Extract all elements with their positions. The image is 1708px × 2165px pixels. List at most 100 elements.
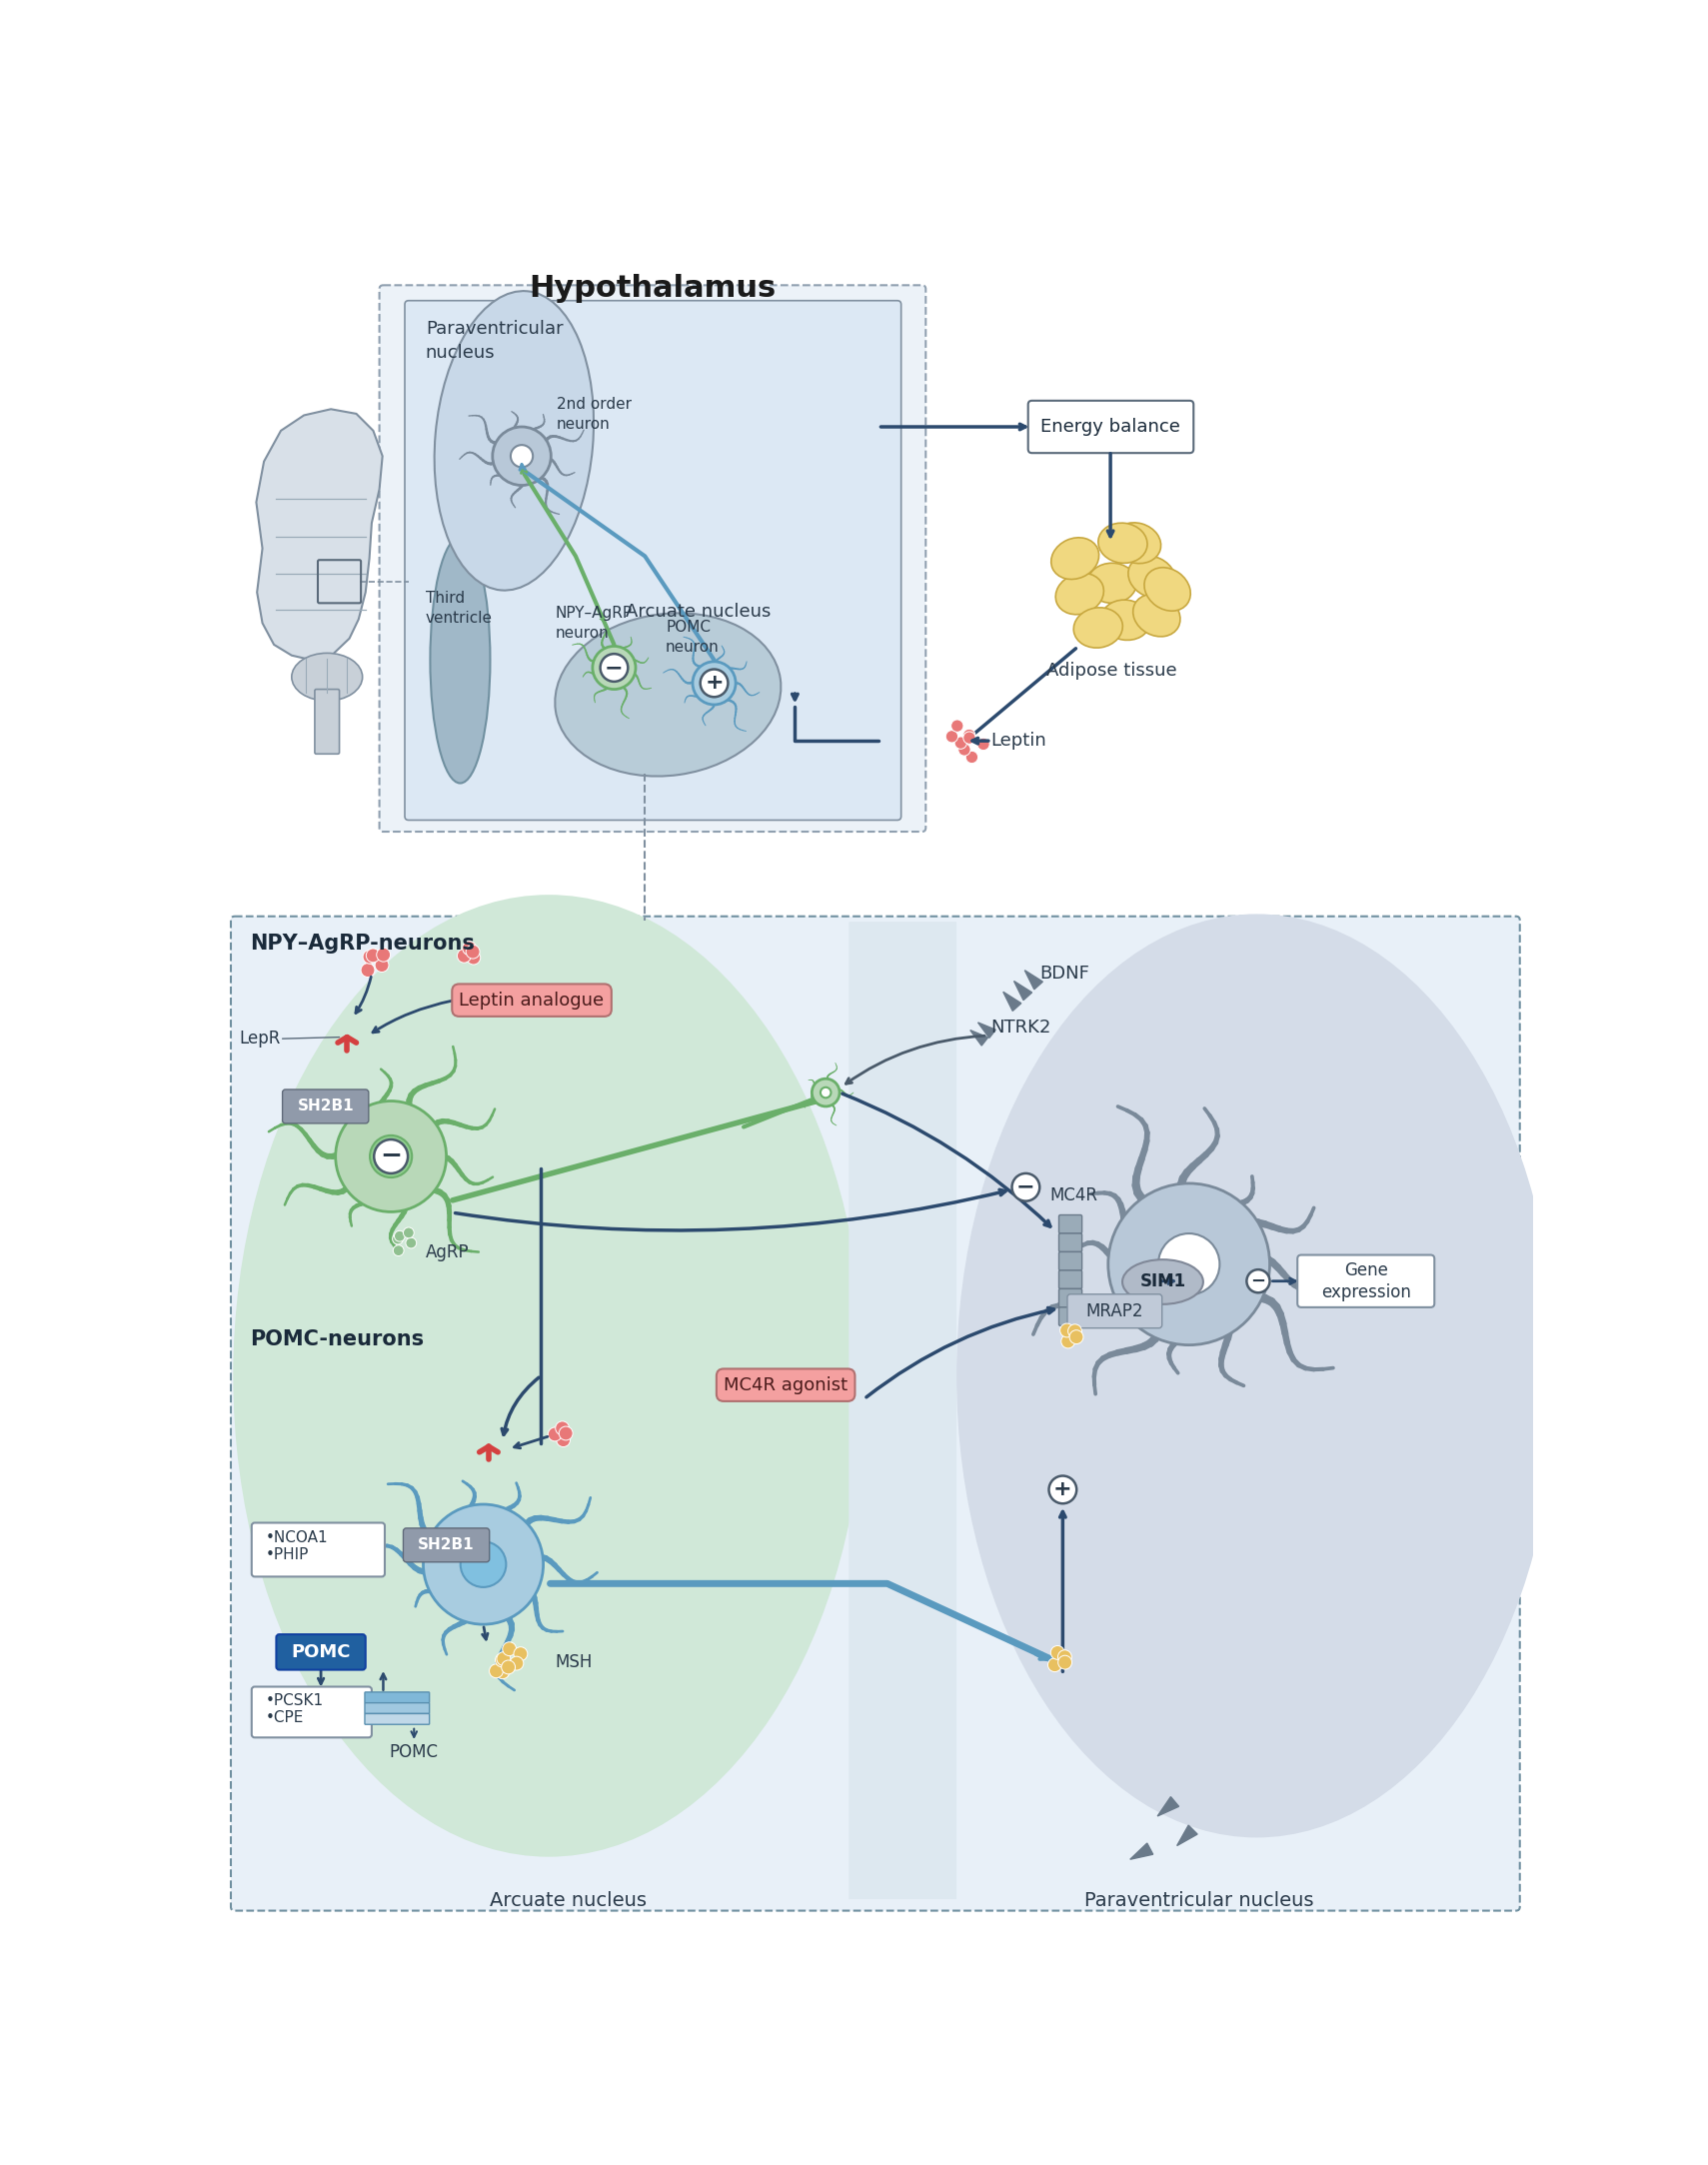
Polygon shape xyxy=(1158,1797,1179,1816)
Ellipse shape xyxy=(1132,593,1180,637)
Ellipse shape xyxy=(956,914,1556,1838)
Circle shape xyxy=(403,1228,413,1238)
Circle shape xyxy=(393,1245,403,1256)
Circle shape xyxy=(497,1652,511,1665)
Text: POMC-neurons: POMC-neurons xyxy=(249,1329,424,1349)
Circle shape xyxy=(509,1656,524,1669)
Circle shape xyxy=(548,1427,562,1442)
Circle shape xyxy=(374,1139,408,1173)
Text: Adipose tissue: Adipose tissue xyxy=(1047,662,1177,680)
Text: Arcuate nucleus: Arcuate nucleus xyxy=(490,1892,646,1910)
Text: −: − xyxy=(1016,1178,1035,1197)
Text: Paraventricular
nucleus: Paraventricular nucleus xyxy=(425,320,564,362)
Polygon shape xyxy=(1131,1842,1153,1860)
FancyBboxPatch shape xyxy=(1059,1271,1081,1288)
Text: Hypothalamus: Hypothalamus xyxy=(529,273,775,303)
Text: Leptin: Leptin xyxy=(991,732,1047,749)
Ellipse shape xyxy=(1122,1260,1202,1303)
Polygon shape xyxy=(979,1022,996,1037)
Text: NPY–AgRP-neurons: NPY–AgRP-neurons xyxy=(249,933,475,953)
Circle shape xyxy=(461,1541,506,1587)
Circle shape xyxy=(600,654,629,682)
Text: NPY–AgRP
neuron: NPY–AgRP neuron xyxy=(555,606,632,641)
Text: Leptin analogue: Leptin analogue xyxy=(459,992,605,1009)
Polygon shape xyxy=(1015,981,1032,1000)
Ellipse shape xyxy=(555,613,781,777)
FancyBboxPatch shape xyxy=(366,1693,429,1704)
FancyBboxPatch shape xyxy=(1068,1295,1161,1327)
Ellipse shape xyxy=(292,654,362,701)
Circle shape xyxy=(1061,1323,1074,1338)
Circle shape xyxy=(555,1420,569,1435)
Circle shape xyxy=(946,730,958,743)
Circle shape xyxy=(1158,1234,1220,1295)
Ellipse shape xyxy=(1098,524,1148,563)
FancyBboxPatch shape xyxy=(849,922,956,1899)
Circle shape xyxy=(395,1230,405,1241)
Circle shape xyxy=(466,944,480,959)
FancyBboxPatch shape xyxy=(1059,1288,1081,1308)
Circle shape xyxy=(502,1641,516,1656)
Circle shape xyxy=(958,743,970,756)
Circle shape xyxy=(335,1102,446,1212)
Circle shape xyxy=(1247,1269,1269,1293)
Text: •PHIP: •PHIP xyxy=(265,1546,309,1561)
Circle shape xyxy=(502,1661,516,1674)
Polygon shape xyxy=(256,409,383,660)
Circle shape xyxy=(1061,1334,1074,1349)
Circle shape xyxy=(407,1238,417,1249)
Circle shape xyxy=(692,662,736,704)
Circle shape xyxy=(700,669,728,697)
Text: MC4R agonist: MC4R agonist xyxy=(724,1377,847,1394)
Circle shape xyxy=(495,1665,509,1678)
Circle shape xyxy=(492,427,552,485)
Text: Third
ventricle: Third ventricle xyxy=(425,591,492,626)
Text: MC4R: MC4R xyxy=(1049,1186,1098,1206)
Circle shape xyxy=(1049,1658,1062,1671)
Circle shape xyxy=(360,963,374,976)
Text: LepR: LepR xyxy=(239,1031,280,1048)
FancyBboxPatch shape xyxy=(277,1635,366,1669)
Circle shape xyxy=(1057,1656,1073,1669)
Text: −: − xyxy=(605,658,623,678)
Text: NTRK2: NTRK2 xyxy=(991,1020,1052,1037)
Ellipse shape xyxy=(1144,567,1190,611)
Ellipse shape xyxy=(430,537,490,784)
Text: •PCSK1: •PCSK1 xyxy=(265,1693,323,1708)
FancyBboxPatch shape xyxy=(231,916,1520,1912)
Circle shape xyxy=(951,719,963,732)
Circle shape xyxy=(593,645,635,688)
FancyBboxPatch shape xyxy=(1059,1251,1081,1271)
FancyBboxPatch shape xyxy=(1059,1215,1081,1234)
Circle shape xyxy=(466,950,480,966)
Circle shape xyxy=(1069,1329,1083,1344)
FancyBboxPatch shape xyxy=(1298,1256,1435,1308)
Circle shape xyxy=(820,1087,832,1098)
Polygon shape xyxy=(1003,992,1021,1011)
Ellipse shape xyxy=(1102,600,1151,641)
Text: •NCOA1: •NCOA1 xyxy=(265,1531,328,1546)
FancyBboxPatch shape xyxy=(251,1522,384,1576)
Text: SIM1: SIM1 xyxy=(1139,1273,1185,1290)
FancyBboxPatch shape xyxy=(366,1704,429,1715)
Circle shape xyxy=(705,675,722,691)
Text: SH2B1: SH2B1 xyxy=(418,1537,475,1552)
Circle shape xyxy=(371,1134,412,1178)
FancyBboxPatch shape xyxy=(379,286,926,831)
Polygon shape xyxy=(970,1031,987,1046)
FancyBboxPatch shape xyxy=(282,1089,369,1124)
Text: POMC: POMC xyxy=(290,1643,350,1661)
Ellipse shape xyxy=(1056,574,1103,615)
Ellipse shape xyxy=(1050,537,1098,580)
Ellipse shape xyxy=(1074,608,1122,647)
Text: BDNF: BDNF xyxy=(1040,966,1090,983)
Circle shape xyxy=(1108,1184,1269,1344)
Circle shape xyxy=(362,950,377,963)
Circle shape xyxy=(366,948,379,963)
Text: +: + xyxy=(705,673,724,693)
FancyBboxPatch shape xyxy=(251,1687,372,1738)
Circle shape xyxy=(458,948,471,963)
Circle shape xyxy=(514,1648,528,1661)
Polygon shape xyxy=(1025,970,1042,989)
Text: Energy balance: Energy balance xyxy=(1040,418,1180,435)
